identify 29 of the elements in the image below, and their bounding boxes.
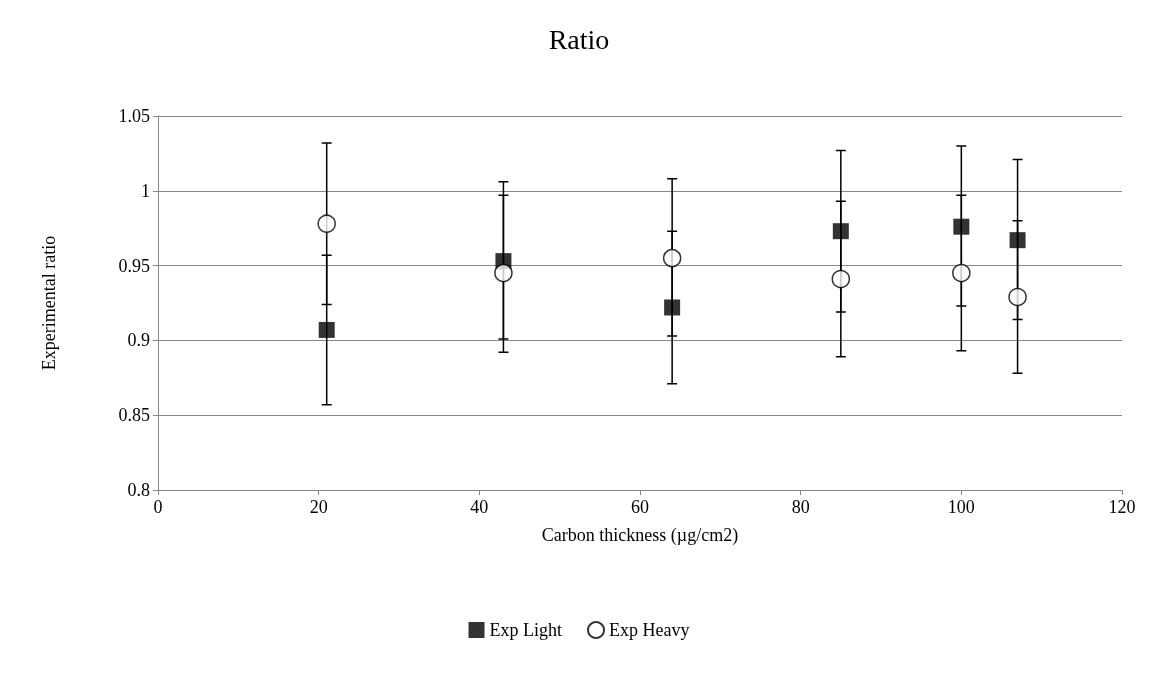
point bbox=[832, 223, 849, 240]
point bbox=[953, 218, 970, 235]
x-tick-label: 120 bbox=[1108, 497, 1136, 517]
point bbox=[831, 269, 851, 289]
y-axis-title: Experimental ratio bbox=[39, 235, 59, 371]
point bbox=[662, 248, 682, 268]
y-tick-label: 0.85 bbox=[118, 405, 150, 426]
y-tick-label: 1.05 bbox=[118, 106, 150, 126]
y-tick-label: 1 bbox=[141, 180, 150, 201]
x-tick-label: 60 bbox=[631, 497, 649, 517]
point bbox=[494, 263, 513, 283]
y-tick-label: 0.9 bbox=[127, 330, 150, 351]
point bbox=[1008, 287, 1027, 307]
point bbox=[318, 321, 335, 338]
point bbox=[664, 299, 681, 316]
chart-title: Ratio bbox=[548, 23, 610, 55]
x-tick-label: 40 bbox=[470, 497, 489, 517]
x-tick-label: 80 bbox=[791, 497, 810, 517]
x-tick-label: 0 bbox=[153, 497, 163, 517]
x-tick-label: 100 bbox=[947, 497, 975, 517]
x-tick-label: 20 bbox=[309, 497, 328, 517]
point bbox=[1009, 232, 1026, 249]
y-tick-label: 0.8 bbox=[127, 480, 150, 500]
x-axis-title: Carbon thickness (µg/cm2) bbox=[541, 525, 739, 546]
legend-label: Exp Heavy bbox=[609, 620, 690, 640]
point bbox=[317, 214, 336, 233]
point bbox=[952, 263, 971, 283]
y-tick-label: 0.95 bbox=[118, 255, 150, 276]
legend-label: Exp Light bbox=[489, 620, 563, 640]
